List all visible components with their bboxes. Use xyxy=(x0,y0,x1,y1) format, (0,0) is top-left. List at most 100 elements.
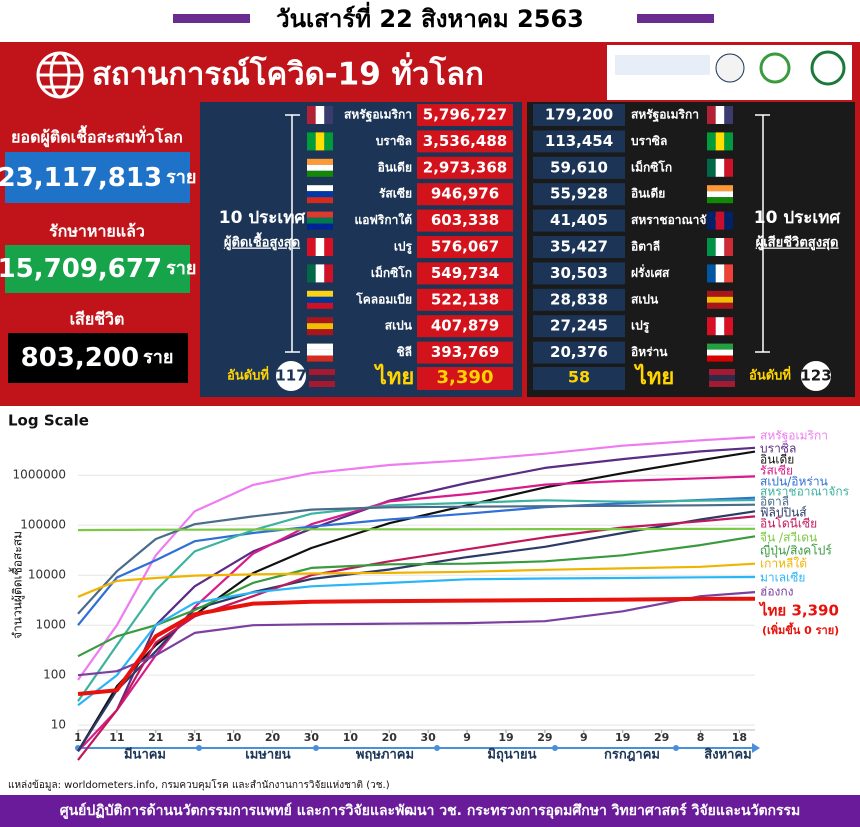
country-name: แอฟริกาใต้ xyxy=(354,212,412,227)
logo xyxy=(715,53,745,83)
flag-stripe xyxy=(707,211,716,230)
flag-stripe xyxy=(707,191,733,198)
series-line xyxy=(77,596,756,696)
flag-stripe xyxy=(707,132,716,151)
death-count: 179,200 xyxy=(545,106,613,124)
legend-label: รัสเซีย xyxy=(760,464,793,478)
death-count: 30,503 xyxy=(550,264,608,282)
flag-stripe xyxy=(307,217,333,224)
x-tick-label: 30 xyxy=(421,731,437,744)
summary-unit: ราย xyxy=(143,347,173,368)
date: วันเสาร์ที่ 22 สิงหาคม 2563 xyxy=(276,1,584,33)
month-label: สิงหาคม xyxy=(704,748,751,763)
rank: 123 xyxy=(800,367,831,385)
case-count: 2,973,368 xyxy=(423,158,507,176)
flag-stripe xyxy=(707,106,716,124)
summary-value: 23,117,813 ราย xyxy=(0,163,196,193)
rank-label: อันดับที่ xyxy=(749,366,791,384)
case-count: 946,976 xyxy=(431,185,499,203)
y-tick-label: 10 xyxy=(51,718,66,732)
case-count: 549,734 xyxy=(431,264,499,282)
x-tick-label: 18 xyxy=(732,731,747,744)
flag xyxy=(707,132,733,151)
value-cell xyxy=(533,209,625,232)
flag-stripe xyxy=(307,132,316,151)
chart-title: Log Scale xyxy=(8,412,89,430)
rank-label: อันดับที่ xyxy=(227,366,269,384)
flag xyxy=(707,290,733,309)
flag-stripe xyxy=(724,238,733,256)
flag-stripe xyxy=(315,238,325,256)
logo xyxy=(759,52,791,84)
flag-stripe xyxy=(315,132,325,151)
deco-bar xyxy=(173,14,250,23)
flag xyxy=(307,238,333,256)
flag-stripe xyxy=(307,191,333,198)
summary-value: 803,200 ราย xyxy=(21,343,174,373)
legend-label: อิตาลี xyxy=(760,495,789,509)
summary-number: 15,709,677 xyxy=(0,254,162,284)
flag-stripe xyxy=(715,106,725,124)
country-name: สเปน xyxy=(385,319,413,333)
x-tick-label: 29 xyxy=(654,731,669,744)
globe-icon xyxy=(36,51,84,99)
timeline-dot xyxy=(673,745,679,751)
flag-stripe xyxy=(707,158,716,177)
country-name: บราซิล xyxy=(631,134,667,148)
flag-stripe xyxy=(307,106,316,124)
flag xyxy=(307,290,333,309)
country-name: บราซิล xyxy=(376,134,412,148)
country-name: รัสเซีย xyxy=(379,187,412,201)
timeline-dot xyxy=(313,745,319,751)
flag-stripe xyxy=(307,185,333,192)
flag xyxy=(309,369,335,387)
country-name: อินเดีย xyxy=(378,160,412,174)
flag-stripe xyxy=(715,132,725,151)
flag-stripe xyxy=(707,264,716,283)
value-cell xyxy=(417,183,513,206)
flag xyxy=(707,238,733,256)
death-count: 28,838 xyxy=(550,290,608,308)
legend-label: มาเลเซีย xyxy=(760,571,805,585)
flag xyxy=(307,185,333,204)
flag-stripe xyxy=(707,185,733,192)
flag-stripe xyxy=(324,106,333,124)
timeline-arrow xyxy=(752,743,760,753)
legend-label: สหรัฐอเมริกา xyxy=(760,429,828,443)
flag-stripe xyxy=(707,355,733,362)
x-tick-label: 19 xyxy=(498,731,513,744)
flag-stripe xyxy=(324,238,333,256)
value-cell xyxy=(417,315,513,338)
flag-stripe xyxy=(309,381,335,387)
flag-stripe xyxy=(709,369,735,375)
value-cell xyxy=(533,183,625,206)
timeline-dot xyxy=(552,745,558,751)
flag-stripe xyxy=(715,317,725,336)
series-line xyxy=(77,503,756,615)
death-count: 113,454 xyxy=(545,132,613,150)
flag-stripe xyxy=(307,349,333,356)
summary-unit: ราย xyxy=(166,167,196,188)
flag-stripe xyxy=(307,323,333,330)
table-subtitle: ผู้เสียชีวิตสูงสุด xyxy=(756,235,839,251)
month-label: มิถุนายน xyxy=(487,748,536,763)
source: แหล่งข้อมูล: worldometers.info, กรมควบคุ… xyxy=(8,778,390,791)
flag-stripe xyxy=(309,369,335,375)
flag xyxy=(707,185,733,204)
flag-stripe xyxy=(724,106,733,124)
series-line xyxy=(77,515,756,761)
legend-label: บราซิล xyxy=(760,442,796,456)
legend-label: อินเดีย xyxy=(760,453,794,467)
flag xyxy=(307,158,333,177)
value-cell xyxy=(533,156,625,179)
flag xyxy=(709,369,735,387)
x-tick-label: 10 xyxy=(226,731,242,744)
bracket xyxy=(285,114,300,353)
x-tick-label: 20 xyxy=(265,731,281,744)
flag-stripe xyxy=(315,264,325,283)
x-tick-label: 21 xyxy=(148,731,163,744)
flag-stripe xyxy=(324,132,333,151)
flag-stripe xyxy=(307,264,316,283)
month-label: พฤษภาคม xyxy=(356,748,414,763)
